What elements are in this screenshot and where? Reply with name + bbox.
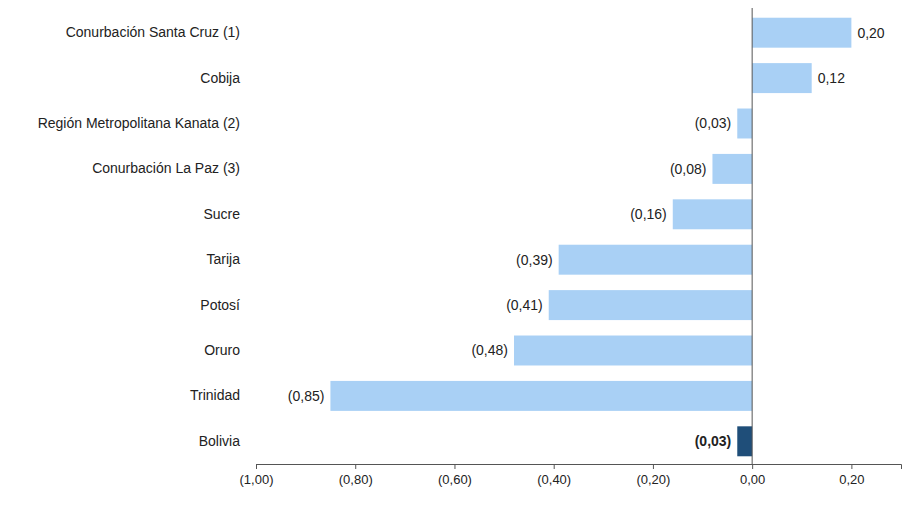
category-label: Trinidad <box>190 387 240 403</box>
y-tick: Potosí <box>200 297 256 313</box>
y-tick: Tarija <box>207 251 256 267</box>
bar <box>752 63 812 93</box>
data-label: (0,41) <box>506 297 543 313</box>
x-tick: (0,80) <box>339 464 373 487</box>
bar <box>330 381 752 411</box>
x-tick-label: (0,60) <box>438 472 472 487</box>
data-label: (0,03) <box>695 115 732 131</box>
category-label: Potosí <box>200 297 240 313</box>
category-label: Conurbación La Paz (3) <box>92 160 240 176</box>
x-tick-mark <box>454 464 455 469</box>
y-tick: Oruro <box>204 342 256 358</box>
x-tick-mark <box>851 464 852 469</box>
x-tick: (1,00) <box>240 464 274 487</box>
y-tick: Región Metropolitana Kanata (2) <box>38 115 256 131</box>
category-label: Bolivia <box>199 433 240 449</box>
x-tick-label: 0,20 <box>839 472 864 487</box>
bar <box>752 18 851 48</box>
bar <box>737 426 752 456</box>
x-tick: (0,20) <box>636 464 670 487</box>
y-axis: Conurbación Santa Cruz (1) Cobija Región M… <box>38 24 256 449</box>
x-tick-mark <box>752 464 753 469</box>
x-tick: 0,00 <box>740 464 765 487</box>
x-tick: (0,40) <box>537 464 571 487</box>
bar <box>549 290 752 320</box>
category-label: Tarija <box>207 251 241 267</box>
y-tick: Conurbación Santa Cruz (1) <box>66 24 256 40</box>
x-axis-line <box>257 465 902 470</box>
bar <box>673 199 752 229</box>
data-label: (0,08) <box>670 161 707 177</box>
bars <box>330 18 851 457</box>
x-tick: (0,60) <box>438 464 472 487</box>
bar <box>514 336 752 366</box>
plot: (1,00) (0,80) (0,60) (0,40) (0,20) 0,00 0,20 Co… <box>38 8 902 487</box>
bar <box>559 245 753 275</box>
y-tick: Bolivia <box>199 433 256 449</box>
y-tick: Sucre <box>203 206 256 222</box>
data-label: (0,48) <box>471 342 508 358</box>
bar <box>737 109 752 139</box>
x-tick-mark <box>653 464 654 469</box>
x-tick: 0,20 <box>839 464 864 487</box>
data-labels: 0,20 0,12 (0,03) (0,08) (0,16) (0,39) (0,41) (0… <box>288 25 885 450</box>
x-axis: (1,00) (0,80) (0,60) (0,40) (0,20) 0,00 0,20 <box>240 464 902 487</box>
data-label: (0,85) <box>288 388 325 404</box>
x-tick-label: 0,00 <box>740 472 765 487</box>
x-tick-mark <box>554 464 555 469</box>
chart: (1,00) (0,80) (0,60) (0,40) (0,20) 0,00 0,20 Co… <box>0 0 921 518</box>
data-label: (0,03) <box>695 433 732 449</box>
x-tick-label: (1,00) <box>240 472 274 487</box>
category-label: Región Metropolitana Kanata (2) <box>38 115 240 131</box>
bar <box>712 154 752 184</box>
data-label: 0,12 <box>818 70 845 86</box>
category-label: Conurbación Santa Cruz (1) <box>66 24 240 40</box>
y-tick: Trinidad <box>190 387 256 403</box>
x-tick-mark <box>256 464 257 469</box>
data-label: 0,20 <box>857 25 884 41</box>
y-tick: Cobija <box>200 70 256 86</box>
x-tick-label: (0,80) <box>339 472 373 487</box>
zero-line <box>752 8 753 464</box>
x-tick-label: (0,40) <box>537 472 571 487</box>
y-tick: Conurbación La Paz (3) <box>92 160 256 176</box>
x-tick-label: (0,20) <box>636 472 670 487</box>
category-label: Cobija <box>200 70 240 86</box>
x-tick-mark <box>355 464 356 469</box>
category-label: Oruro <box>204 342 240 358</box>
category-label: Sucre <box>203 206 240 222</box>
data-label: (0,16) <box>630 206 667 222</box>
data-label: (0,39) <box>516 252 553 268</box>
